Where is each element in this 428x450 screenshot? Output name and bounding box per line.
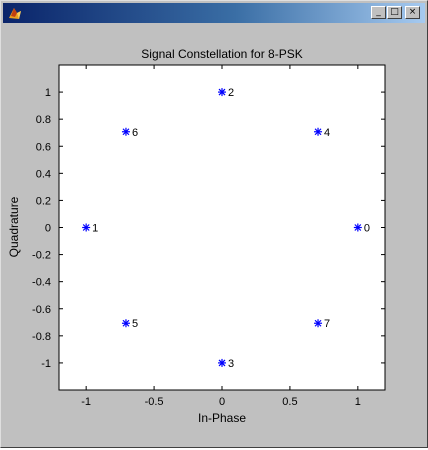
point-label: 0 bbox=[364, 223, 370, 235]
y-tick-label: -0.8 bbox=[32, 331, 51, 343]
y-tick-label: 0.4 bbox=[36, 168, 51, 180]
constellation-points: 0 1 2 3 4 5 6 7 bbox=[82, 87, 370, 370]
point-label: 2 bbox=[228, 87, 234, 99]
y-axis-label: Quadrature bbox=[7, 196, 21, 257]
constellation-point bbox=[218, 88, 226, 97]
minimize-button[interactable]: _ bbox=[371, 6, 386, 19]
constellation-point bbox=[121, 319, 130, 328]
point-label: 3 bbox=[228, 358, 234, 370]
x-axis-label: In-Phase bbox=[198, 411, 246, 425]
point-label: 5 bbox=[132, 318, 138, 330]
axis-ticks: -1 -0.5 0 0.5 1 -1 -0.8 -0.6 -0.4 -0.2 0 0.2 0.4 0.6 0… bbox=[32, 65, 385, 408]
y-tick-label: -1 bbox=[41, 358, 51, 370]
chart-title: Signal Constellation for 8-PSK bbox=[141, 47, 302, 61]
y-tick-label: 0.2 bbox=[36, 195, 51, 207]
constellation-point bbox=[314, 127, 323, 136]
point-label: 1 bbox=[92, 223, 98, 235]
constellation-point bbox=[82, 223, 91, 232]
maximize-button[interactable]: □ bbox=[387, 6, 402, 19]
x-tick-label: -1 bbox=[81, 396, 91, 408]
axes-box bbox=[58, 64, 386, 391]
constellation-point bbox=[121, 127, 130, 136]
close-button[interactable]: × bbox=[405, 6, 420, 19]
matlab-figure-icon bbox=[9, 8, 21, 19]
x-tick-label: -0.5 bbox=[145, 396, 164, 408]
y-tick-label: 0.8 bbox=[36, 114, 51, 126]
y-tick-label: -0.6 bbox=[32, 304, 51, 316]
x-tick-label: 1 bbox=[355, 396, 361, 408]
point-label: 4 bbox=[324, 127, 330, 139]
constellation-chart: Signal Constellation for 8-PSK In-Phase … bbox=[7, 47, 386, 425]
constellation-point bbox=[353, 223, 362, 232]
title-bar[interactable]: _ □ × bbox=[3, 3, 425, 23]
y-tick-label: 0 bbox=[45, 223, 51, 235]
point-label: 7 bbox=[324, 318, 330, 330]
constellation-point bbox=[314, 319, 323, 328]
point-label: 6 bbox=[132, 127, 138, 139]
x-tick-label: 0 bbox=[219, 396, 225, 408]
constellation-point bbox=[218, 358, 226, 367]
y-tick-label: -0.2 bbox=[32, 250, 51, 262]
y-tick-label: 1 bbox=[45, 87, 51, 99]
y-tick-label: 0.6 bbox=[36, 141, 51, 153]
figure-area: Signal Constellation for 8-PSK In-Phase … bbox=[3, 25, 425, 445]
x-tick-label: 0.5 bbox=[282, 396, 297, 408]
y-tick-label: -0.4 bbox=[32, 277, 51, 289]
